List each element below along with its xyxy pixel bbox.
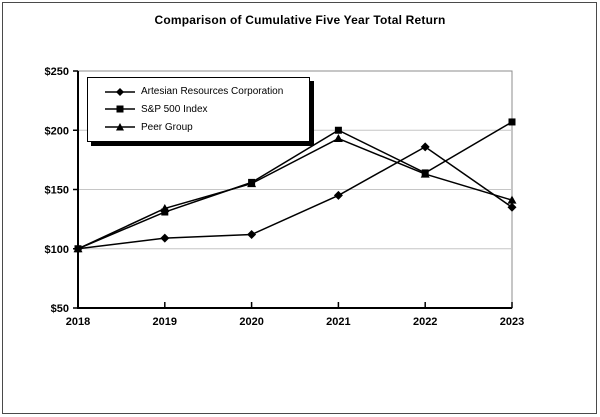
y-tick-label: $50: [51, 303, 69, 315]
legend-item: Artesian Resources Corporation: [105, 86, 305, 97]
legend-label: S&P 500 Index: [141, 103, 208, 115]
series-line-2: [77, 137, 513, 250]
legend-box: Artesian Resources Corporation S&P 500 In…: [87, 77, 310, 142]
diamond-marker-icon: [105, 87, 135, 96]
x-tick-label: 2020: [239, 316, 263, 328]
marker-triangle: [73, 244, 83, 253]
marker-diamond: [420, 142, 430, 152]
x-tick-label: 2022: [413, 316, 437, 328]
marker-diamond: [507, 202, 517, 212]
marker-triangle: [507, 195, 517, 204]
marker-diamond: [247, 230, 257, 240]
marker-triangle: [160, 203, 170, 212]
y-tick-label: $250: [45, 66, 69, 78]
y-tick-label: $100: [45, 244, 69, 256]
legend-label: Peer Group: [141, 121, 193, 133]
marker-triangle: [420, 169, 430, 178]
marker-square: [334, 126, 342, 134]
triangle-marker-icon: [105, 123, 135, 131]
series-line-1: [77, 121, 513, 250]
square-marker-icon: [105, 105, 135, 113]
x-tick-label: 2023: [500, 316, 524, 328]
series-line-0: [77, 145, 513, 250]
x-tick-label: 2019: [153, 316, 177, 328]
marker-diamond: [333, 190, 343, 200]
marker-square: [161, 208, 169, 216]
chart-title: Comparison of Cumulative Five Year Total…: [154, 13, 446, 27]
legend-item: Peer Group: [105, 122, 305, 133]
marker-square: [508, 118, 516, 126]
y-tick-label: $150: [45, 185, 69, 197]
x-tick-label: 2018: [66, 316, 90, 328]
y-tick-label: $200: [45, 125, 69, 137]
marker-triangle: [247, 179, 257, 188]
legend-label: Artesian Resources Corporation: [141, 86, 284, 98]
marker-diamond: [160, 233, 170, 243]
marker-triangle: [333, 134, 343, 143]
x-tick-label: 2021: [326, 316, 350, 328]
legend-item: S&P 500 Index: [105, 104, 305, 115]
